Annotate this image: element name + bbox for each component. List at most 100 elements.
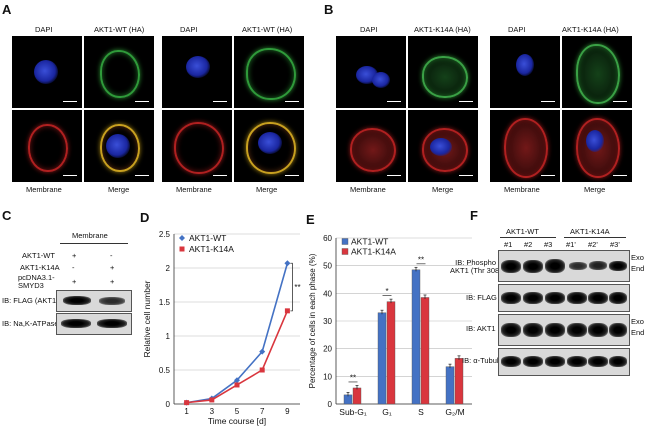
y-tick-label: 1.5 bbox=[159, 298, 171, 307]
panel-b-left-membrane-image bbox=[336, 110, 406, 182]
x-axis-title: Time course [d] bbox=[208, 416, 266, 426]
panel-f-blot3 bbox=[498, 314, 630, 346]
panel-f-group1-line bbox=[500, 237, 556, 238]
panel-f-lane-label: #3 bbox=[544, 240, 553, 249]
y-tick-label: 60 bbox=[323, 234, 332, 243]
panel-c-header-line bbox=[60, 243, 128, 244]
panel-a-left-dapi-image bbox=[12, 36, 82, 108]
panel-b-left-stain-label: AKT1-K14A (HA) bbox=[414, 25, 471, 34]
legend-marker bbox=[179, 246, 185, 252]
bar bbox=[377, 312, 387, 405]
panel-f-group2-label: AKT1-K14A bbox=[570, 227, 610, 236]
panel-a-right-green-image bbox=[234, 36, 304, 108]
legend-label: AKT1-WT bbox=[351, 237, 388, 247]
panel-f-end-label-1: End bbox=[631, 264, 645, 273]
legend-marker bbox=[341, 238, 349, 245]
y-axis-title: Percentage of cells in each phase (%) bbox=[308, 253, 317, 388]
data-point bbox=[234, 382, 240, 388]
panel-f-end-label-2: End bbox=[631, 328, 645, 337]
legend-marker bbox=[179, 235, 185, 241]
panel-label-c: C bbox=[2, 208, 12, 223]
panel-label-a: A bbox=[2, 2, 12, 17]
significance-label: ** bbox=[418, 255, 424, 264]
legend-label: AKT1-K14A bbox=[351, 247, 396, 257]
bar bbox=[411, 269, 421, 405]
x-tick-label: G₂/M bbox=[445, 407, 464, 417]
legend-marker bbox=[341, 248, 349, 255]
panel-f-blot1 bbox=[498, 250, 630, 282]
panel-f-lane-label: #2' bbox=[588, 240, 598, 249]
panel-label-b: B bbox=[324, 2, 334, 17]
x-tick-label: 3 bbox=[210, 407, 215, 416]
panel-c-row-lane2: + bbox=[110, 277, 115, 286]
panel-a-right-dapi-image bbox=[162, 36, 232, 108]
bar bbox=[386, 301, 396, 405]
y-tick-label: 40 bbox=[323, 289, 332, 298]
data-point bbox=[284, 260, 291, 267]
data-point bbox=[284, 308, 290, 314]
series-line bbox=[186, 310, 289, 404]
panel-b-left-merge-label: Merge bbox=[432, 185, 454, 194]
panel-c-blot2 bbox=[56, 313, 132, 335]
panel-f-group2-line bbox=[564, 237, 626, 238]
panel-a-right-membrane-label: Membrane bbox=[176, 185, 212, 194]
panel-b-left-membrane-label: Membrane bbox=[350, 185, 386, 194]
bar bbox=[445, 366, 455, 405]
bar bbox=[352, 387, 362, 405]
panel-b-left-dapi-label: DAPI bbox=[360, 25, 378, 34]
x-tick-label: S bbox=[418, 407, 424, 417]
panel-c-row-label: AKT1-K14A bbox=[20, 263, 60, 272]
data-point bbox=[184, 400, 190, 406]
panel-f-exo-label-1: Exo bbox=[631, 253, 644, 262]
panel-b-right-dapi-label: DAPI bbox=[508, 25, 526, 34]
panel-b-left-merge-image bbox=[408, 110, 478, 182]
panel-a-right-merge-image bbox=[234, 110, 304, 182]
data-point bbox=[209, 397, 215, 403]
panel-c-row-label: pcDNA3.1- SMYD3 bbox=[18, 273, 55, 290]
significance-label: ** bbox=[350, 373, 356, 382]
panel-f-exo-label-2: Exo bbox=[631, 317, 644, 326]
cell-cycle-bar-chart: 0 10 20 30 40 50 60 Percentage of cells in each… bbox=[308, 234, 472, 417]
x-tick-label: 5 bbox=[235, 407, 240, 416]
panel-f-group1-label: AKT1-WT bbox=[506, 227, 539, 236]
x-tick-label: 9 bbox=[285, 407, 290, 416]
panel-f-blot2-label: IB: FLAG bbox=[466, 293, 497, 302]
panel-f-blot2 bbox=[498, 284, 630, 312]
panel-b-left-dapi-image bbox=[336, 36, 406, 108]
panel-b-right-membrane-image bbox=[490, 110, 560, 182]
panel-label-e: E bbox=[306, 212, 315, 227]
growth-line-chart: 0 0.5 1 1.5 2 2.5 1 3 5 7 9 Time course [d] Relative… bbox=[142, 230, 301, 426]
panel-c-header: Membrane bbox=[72, 231, 108, 240]
y-axis-title: Relative cell number bbox=[142, 280, 152, 357]
panel-f-blot1-label: IB: Phospho AKT1 (Thr 308) bbox=[450, 258, 502, 275]
significance-label: ** bbox=[294, 283, 300, 292]
data-point bbox=[259, 367, 265, 373]
y-tick-label: 10 bbox=[323, 372, 332, 381]
panel-label-d: D bbox=[140, 210, 150, 225]
panel-a-right-stain-label: AKT1-WT (HA) bbox=[242, 25, 293, 34]
panel-b-right-merge-label: Merge bbox=[584, 185, 606, 194]
panel-c-blot1 bbox=[56, 290, 132, 312]
panel-c-row-label: AKT1-WT bbox=[22, 251, 55, 260]
significance-bracket bbox=[290, 262, 293, 312]
panel-f-blot4-label: IB: α-Tubulin bbox=[462, 356, 505, 365]
panel-a-right-membrane-image bbox=[162, 110, 232, 182]
panel-a-right-dapi-label: DAPI bbox=[180, 25, 198, 34]
y-tick-label: 0 bbox=[166, 400, 171, 409]
y-tick-label: 30 bbox=[323, 317, 332, 326]
panel-c-row-lane2: + bbox=[110, 263, 115, 272]
panel-a-left-membrane-image bbox=[12, 110, 82, 182]
panel-b-right-dapi-image bbox=[490, 36, 560, 108]
panel-f-lane-label: #1 bbox=[504, 240, 513, 249]
data-point bbox=[259, 348, 266, 355]
legend-label: AKT1-K14A bbox=[189, 244, 234, 254]
panel-a-left-stain-label: AKT1-WT (HA) bbox=[94, 25, 145, 34]
panel-c-row-lane1: + bbox=[72, 277, 77, 286]
panel-f-blot4 bbox=[498, 348, 630, 376]
y-tick-label: 20 bbox=[323, 345, 332, 354]
y-tick-label: 0.5 bbox=[159, 366, 171, 375]
panel-label-f: F bbox=[470, 208, 478, 223]
panel-b-right-green-image bbox=[562, 36, 632, 108]
panel-c-row-lane1: + bbox=[72, 251, 77, 260]
panel-c-row-lane1: - bbox=[72, 263, 75, 272]
